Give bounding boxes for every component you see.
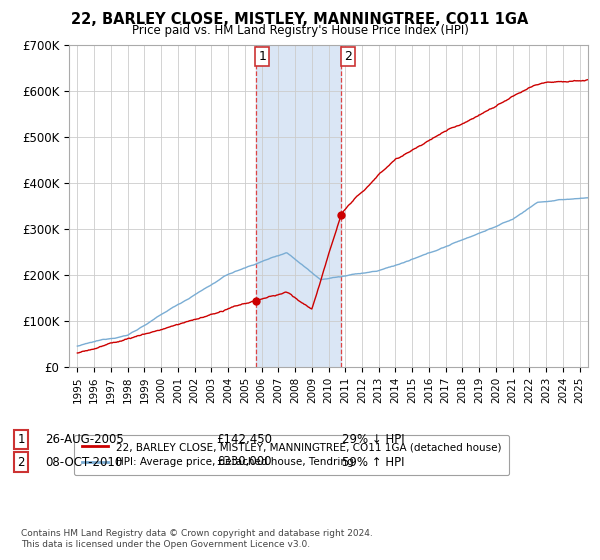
Text: 29% ↓ HPI: 29% ↓ HPI bbox=[342, 433, 404, 446]
Text: 22, BARLEY CLOSE, MISTLEY, MANNINGTREE, CO11 1GA: 22, BARLEY CLOSE, MISTLEY, MANNINGTREE, … bbox=[71, 12, 529, 27]
Text: Contains HM Land Registry data © Crown copyright and database right 2024.
This d: Contains HM Land Registry data © Crown c… bbox=[21, 529, 373, 549]
Text: Price paid vs. HM Land Registry's House Price Index (HPI): Price paid vs. HM Land Registry's House … bbox=[131, 24, 469, 37]
Bar bbox=[256, 45, 341, 367]
Text: 1: 1 bbox=[258, 50, 266, 63]
Text: 08-OCT-2010: 08-OCT-2010 bbox=[45, 455, 122, 469]
Text: 2: 2 bbox=[17, 455, 25, 469]
Text: 59% ↑ HPI: 59% ↑ HPI bbox=[342, 455, 404, 469]
Legend: 22, BARLEY CLOSE, MISTLEY, MANNINGTREE, CO11 1GA (detached house), HPI: Average : 22, BARLEY CLOSE, MISTLEY, MANNINGTREE, … bbox=[74, 435, 509, 474]
Text: £142,450: £142,450 bbox=[216, 433, 272, 446]
Text: 2: 2 bbox=[344, 50, 352, 63]
Text: 26-AUG-2005: 26-AUG-2005 bbox=[45, 433, 124, 446]
Text: 1: 1 bbox=[17, 433, 25, 446]
Text: £330,000: £330,000 bbox=[216, 455, 271, 469]
